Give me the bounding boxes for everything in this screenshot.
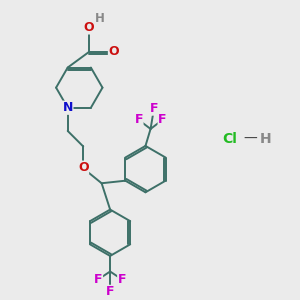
Text: —: — xyxy=(244,132,257,145)
Text: F: F xyxy=(134,113,143,126)
Text: F: F xyxy=(94,273,103,286)
Text: F: F xyxy=(118,273,126,286)
Text: O: O xyxy=(109,46,119,59)
Text: Cl: Cl xyxy=(222,132,237,145)
Text: F: F xyxy=(106,285,114,298)
Text: H: H xyxy=(95,12,105,26)
Text: N: N xyxy=(62,101,73,114)
Text: F: F xyxy=(150,102,158,115)
Text: F: F xyxy=(158,113,167,126)
Text: H: H xyxy=(260,132,272,145)
Text: O: O xyxy=(78,161,88,174)
Text: O: O xyxy=(84,21,94,34)
